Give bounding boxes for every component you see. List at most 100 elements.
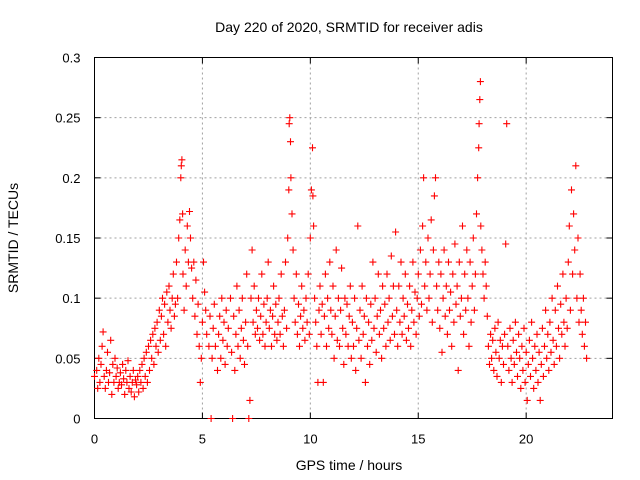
data-point [543,354,551,362]
data-point [296,342,303,350]
data-point [95,354,103,362]
data-point [174,294,182,302]
data-point [124,357,132,365]
data-point [359,330,367,338]
data-point [129,366,137,374]
data-point [421,282,429,290]
data-point [247,294,255,302]
data-point [336,342,343,350]
data-point [219,336,227,344]
x-tick-label: 5 [199,432,206,447]
data-point [312,318,320,326]
data-point [426,270,434,278]
data-point [564,258,572,266]
data-point [232,330,240,338]
data-point [321,270,329,278]
data-point [461,270,469,278]
y-tick-label: 0.2 [62,171,80,186]
data-point [189,294,197,302]
data-point [488,354,496,362]
data-point [242,318,250,326]
data-point [380,324,388,332]
data-point [278,312,286,320]
data-point [234,342,242,350]
data-point [348,318,356,326]
data-point [215,330,223,338]
data-point [227,294,234,302]
data-point [229,415,237,422]
data-point [357,354,365,362]
data-point [164,318,172,326]
data-point [190,258,198,266]
data-point [483,312,491,320]
y-tick-label: 0.15 [55,231,80,246]
data-point [379,282,387,290]
data-point [442,282,450,290]
data-point [574,234,582,242]
data-point [262,318,270,326]
data-point [562,294,570,302]
data-point [535,348,543,356]
data-point [91,372,98,380]
data-point [521,378,529,386]
data-point [198,318,206,326]
data-point [323,342,330,350]
data-point [457,294,465,302]
data-point [477,222,485,230]
data-point [480,294,488,302]
data-point [218,294,226,302]
data-point [98,342,106,350]
data-point [440,246,448,254]
data-point [425,294,433,302]
data-point [163,288,171,296]
data-point [250,282,258,290]
data-point [283,324,291,332]
data-point [153,318,161,326]
data-point [191,312,199,320]
data-point [469,234,477,242]
data-point [223,342,231,350]
data-point [482,282,490,290]
data-point [159,294,166,302]
data-point [367,300,375,308]
data-point [237,324,245,332]
data-point [96,378,104,386]
data-point [109,360,117,368]
data-point [285,120,293,128]
data-point [418,300,425,308]
data-point [542,306,550,314]
data-point [277,270,285,278]
data-point [171,300,179,308]
data-point [427,216,435,224]
y-tick-label: 0.25 [55,111,80,126]
data-point [341,294,349,302]
data-point [533,330,541,338]
data-point [365,318,373,326]
data-point [155,306,163,314]
data-point [313,342,321,350]
data-point [231,366,239,374]
data-point [449,270,457,278]
data-point [280,306,288,314]
data-point [495,354,503,362]
data-point [332,246,340,254]
data-point [513,348,520,356]
y-tick-label: 0 [73,412,80,427]
data-point [309,192,317,200]
data-point [399,294,407,302]
data-point [439,294,447,302]
data-point [136,366,144,374]
data-point [142,348,150,356]
data-point [373,312,381,320]
data-point [137,378,145,386]
data-point [179,270,187,278]
data-point [288,210,296,218]
data-point [370,324,378,332]
data-point [233,282,241,290]
data-point [94,384,102,392]
data-point [414,270,422,278]
data-point [260,300,268,308]
data-point [416,246,424,254]
data-point [180,306,188,314]
data-point [580,342,588,350]
